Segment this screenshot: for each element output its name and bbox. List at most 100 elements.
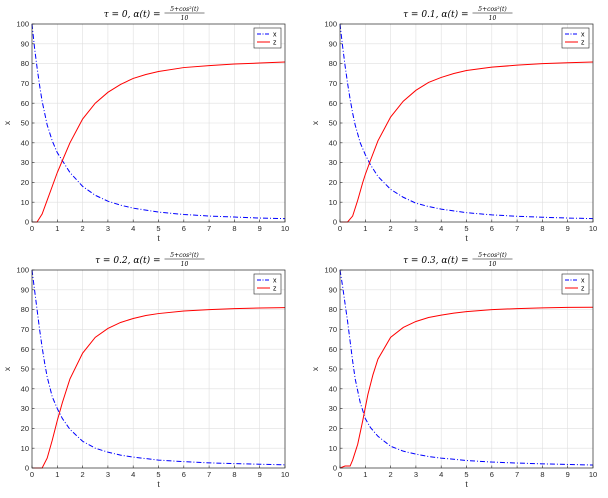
chart-title: τ = 0.1, α(t) = 5+cos²(t) 10 (403, 6, 513, 22)
title-numerator: 5+cos²(t) (170, 252, 199, 259)
y-tick-label: 100 (324, 266, 337, 275)
legend-box (561, 27, 590, 49)
y-tick-label: 20 (21, 178, 29, 187)
legend: xz (561, 27, 590, 49)
y-tick-label: 30 (329, 158, 337, 167)
legend: xz (561, 273, 590, 295)
y-axis-label: x (2, 366, 12, 371)
y-tick-label: 10 (329, 444, 337, 453)
x-tick-label: 3 (414, 224, 418, 233)
legend: xz (253, 273, 282, 295)
x-tick-label: 4 (439, 470, 443, 479)
title-prefix: τ = 0, α(t) = (104, 9, 161, 20)
title-denominator: 10 (489, 261, 497, 268)
x-tick-label: 7 (207, 470, 211, 479)
x-tick-label: 10 (281, 470, 289, 479)
legend-label-x: x (273, 31, 277, 38)
x-tick-label: 3 (106, 470, 110, 479)
x-tick-label: 0 (338, 224, 342, 233)
y-tick-label: 60 (21, 345, 29, 354)
legend-box (253, 27, 282, 49)
x-tick-label: 0 (30, 224, 34, 233)
x-axis-label: t (157, 233, 160, 243)
y-tick-label: 90 (21, 39, 29, 48)
grid (340, 270, 593, 468)
x-tick-label: 10 (589, 224, 597, 233)
x-tick-label: 7 (515, 470, 519, 479)
x-axis-label: t (465, 479, 468, 489)
y-tick-label: 30 (21, 404, 29, 413)
legend-label-x: x (581, 31, 585, 38)
x-tick-label: 4 (131, 224, 135, 233)
grid (32, 270, 285, 468)
y-tick-label: 20 (329, 424, 337, 433)
series-line-x (31, 269, 286, 466)
x-tick-label: 0 (30, 470, 34, 479)
x-tick-label: 2 (389, 224, 393, 233)
y-tick-label: 80 (21, 305, 29, 314)
y-tick-label: 50 (21, 365, 29, 374)
x-tick-label: 6 (490, 224, 494, 233)
title-prefix: τ = 0.3, α(t) = (403, 255, 468, 266)
y-tick-label: 70 (21, 325, 29, 334)
x-tick-label: 10 (589, 470, 597, 479)
x-tick-label: 9 (258, 224, 262, 233)
y-tick-label: 20 (329, 178, 337, 187)
x-tick-label: 1 (55, 224, 59, 233)
series-line-x (31, 23, 286, 220)
x-tick-label: 5 (464, 224, 468, 233)
y-tick-label: 90 (21, 285, 29, 294)
legend-box (253, 273, 282, 295)
title-numerator: 5+cos²(t) (478, 252, 507, 259)
y-tick-label: 90 (329, 39, 337, 48)
y-tick-label: 40 (21, 384, 29, 393)
y-tick-label: 40 (21, 138, 29, 147)
x-tick-label: 1 (363, 470, 367, 479)
y-tick-label: 90 (329, 285, 337, 294)
series-line-z (339, 306, 594, 469)
x-tick-label: 5 (156, 224, 160, 233)
y-tick-label: 50 (21, 119, 29, 128)
x-tick-label: 3 (414, 470, 418, 479)
legend-label-z: z (273, 39, 277, 46)
legend: xz (253, 27, 282, 49)
y-tick-label: 40 (329, 138, 337, 147)
x-tick-label: 4 (439, 224, 443, 233)
x-tick-label: 5 (156, 470, 160, 479)
x-axis-label: t (465, 233, 468, 243)
title-prefix: τ = 0.2, α(t) = (95, 255, 160, 266)
y-tick-label: 100 (16, 20, 29, 29)
y-tick-label: 0 (25, 218, 29, 227)
title-denominator: 10 (181, 15, 189, 22)
x-tick-label: 2 (81, 470, 85, 479)
x-tick-label: 6 (490, 470, 494, 479)
legend-label-x: x (273, 277, 277, 284)
x-tick-label: 6 (182, 470, 186, 479)
x-tick-label: 6 (182, 224, 186, 233)
x-tick-label: 1 (363, 224, 367, 233)
x-tick-label: 2 (389, 470, 393, 479)
legend-box (561, 273, 590, 295)
title-denominator: 10 (489, 15, 497, 22)
y-tick-label: 0 (25, 464, 29, 473)
x-tick-label: 9 (566, 224, 570, 233)
y-tick-label: 0 (333, 464, 337, 473)
y-tick-label: 20 (21, 424, 29, 433)
y-axis-label: x (2, 120, 12, 125)
chart-title: τ = 0, α(t) = 5+cos²(t) 10 (104, 6, 205, 22)
chart-title: τ = 0.2, α(t) = 5+cos²(t) 10 (95, 252, 205, 268)
title-prefix: τ = 0.1, α(t) = (403, 9, 468, 20)
x-tick-label: 7 (207, 224, 211, 233)
y-tick-label: 30 (21, 158, 29, 167)
y-tick-label: 70 (329, 325, 337, 334)
x-tick-label: 7 (515, 224, 519, 233)
title-numerator: 5+cos²(t) (478, 6, 507, 13)
x-tick-label: 9 (258, 470, 262, 479)
y-tick-label: 80 (21, 59, 29, 68)
y-tick-label: 70 (21, 79, 29, 88)
legend-label-z: z (273, 285, 277, 292)
x-tick-label: 4 (131, 470, 135, 479)
grid (32, 24, 285, 222)
